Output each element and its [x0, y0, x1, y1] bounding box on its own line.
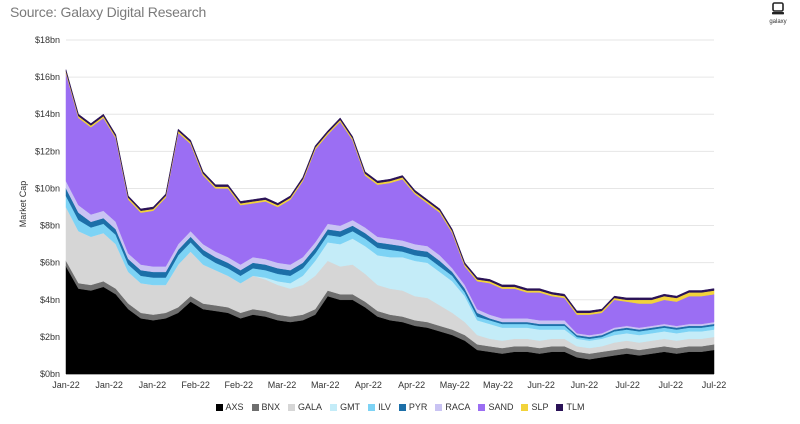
legend-item-axs: AXS [215, 402, 244, 412]
legend-swatch [521, 404, 529, 411]
galaxy-logo: galaxy [766, 2, 790, 25]
legend-label: PYR [408, 402, 428, 412]
x-tick-label: Jul-22 [615, 380, 640, 390]
x-tick-label: Jun-22 [527, 380, 555, 390]
stacked-areas [65, 69, 715, 375]
y-tick-label: $12bn [35, 146, 60, 156]
x-tick-label: Mar-22 [268, 380, 297, 390]
legend-swatch [435, 404, 443, 411]
legend-label: SLP [531, 402, 549, 412]
legend-label: BNX [261, 402, 281, 412]
legend-item-tlm: TLM [556, 402, 584, 412]
galaxy-logo-icon [772, 2, 784, 15]
y-tick-label: $8bn [40, 221, 60, 231]
x-tick-label: Jul-22 [659, 380, 684, 390]
y-tick-label: $0bn [40, 369, 60, 379]
x-tick-label: Jun-22 [571, 380, 599, 390]
x-tick-label: Jan-22 [95, 380, 123, 390]
x-tick-label: Feb-22 [225, 380, 254, 390]
y-axis-label: Market Cap [18, 181, 28, 228]
x-tick-label: May-22 [483, 380, 513, 390]
y-tick-label: $10bn [35, 183, 60, 193]
legend-swatch [398, 404, 406, 411]
legend-label: GMT [340, 402, 361, 412]
legend-label: AXS [225, 402, 244, 412]
legend-item-pyr: PYR [398, 402, 428, 412]
legend-item-ilv: ILV [368, 402, 391, 412]
x-tick-label: Jan-22 [139, 380, 167, 390]
y-tick-label: $4bn [40, 295, 60, 305]
x-tick-label: Jan-22 [52, 380, 80, 390]
galaxy-logo-text: galaxy [769, 19, 787, 25]
legend-swatch [215, 404, 223, 411]
x-tick-label: Apr-22 [398, 380, 425, 390]
chart-subtitle: Source: Galaxy Digital Research [10, 4, 207, 20]
x-tick-label: Feb-22 [181, 380, 210, 390]
x-axis-ticks: Jan-22 Jan-22 Jan-22 Feb-22 Feb-22 Mar-22 Mar-… [52, 380, 726, 390]
legend-item-slp: SLP [521, 402, 548, 412]
legend-item-sand: SAND [478, 402, 513, 412]
legend-label: GALA [298, 402, 323, 412]
legend-swatch [330, 404, 338, 411]
y-tick-label: $16bn [35, 72, 60, 82]
y-tick-label: $6bn [40, 258, 60, 268]
legend-swatch [556, 404, 564, 411]
legend-label: ILV [378, 402, 391, 412]
x-tick-label: Jul-22 [702, 380, 727, 390]
legend-label: TLM [566, 402, 585, 412]
x-tick-label: Apr-22 [355, 380, 382, 390]
y-tick-label: $14bn [35, 109, 60, 119]
legend-swatch [288, 404, 296, 411]
y-tick-label: $2bn [40, 332, 60, 342]
legend-swatch [368, 404, 376, 411]
legend-swatch [478, 404, 486, 411]
chart-legend: AXS BNX GALA GMT ILV PYR RACA SAND SLP TLM [0, 402, 800, 412]
legend-item-bnx: BNX [251, 402, 281, 412]
legend-label: SAND [488, 402, 514, 412]
legend-swatch [251, 404, 259, 411]
legend-label: RACA [445, 402, 471, 412]
y-axis-ticks: $0bn $2bn $4bn $6bn $8bn $10bn $12bn $14bn $16bn… [35, 35, 60, 379]
legend-item-gala: GALA [288, 402, 322, 412]
legend-item-gmt: GMT [330, 402, 360, 412]
legend-item-raca: RACA [435, 402, 470, 412]
y-tick-label: $18bn [35, 35, 60, 45]
x-tick-label: Mar-22 [311, 380, 340, 390]
x-tick-label: May-22 [440, 380, 470, 390]
area-tlm [65, 69, 715, 314]
